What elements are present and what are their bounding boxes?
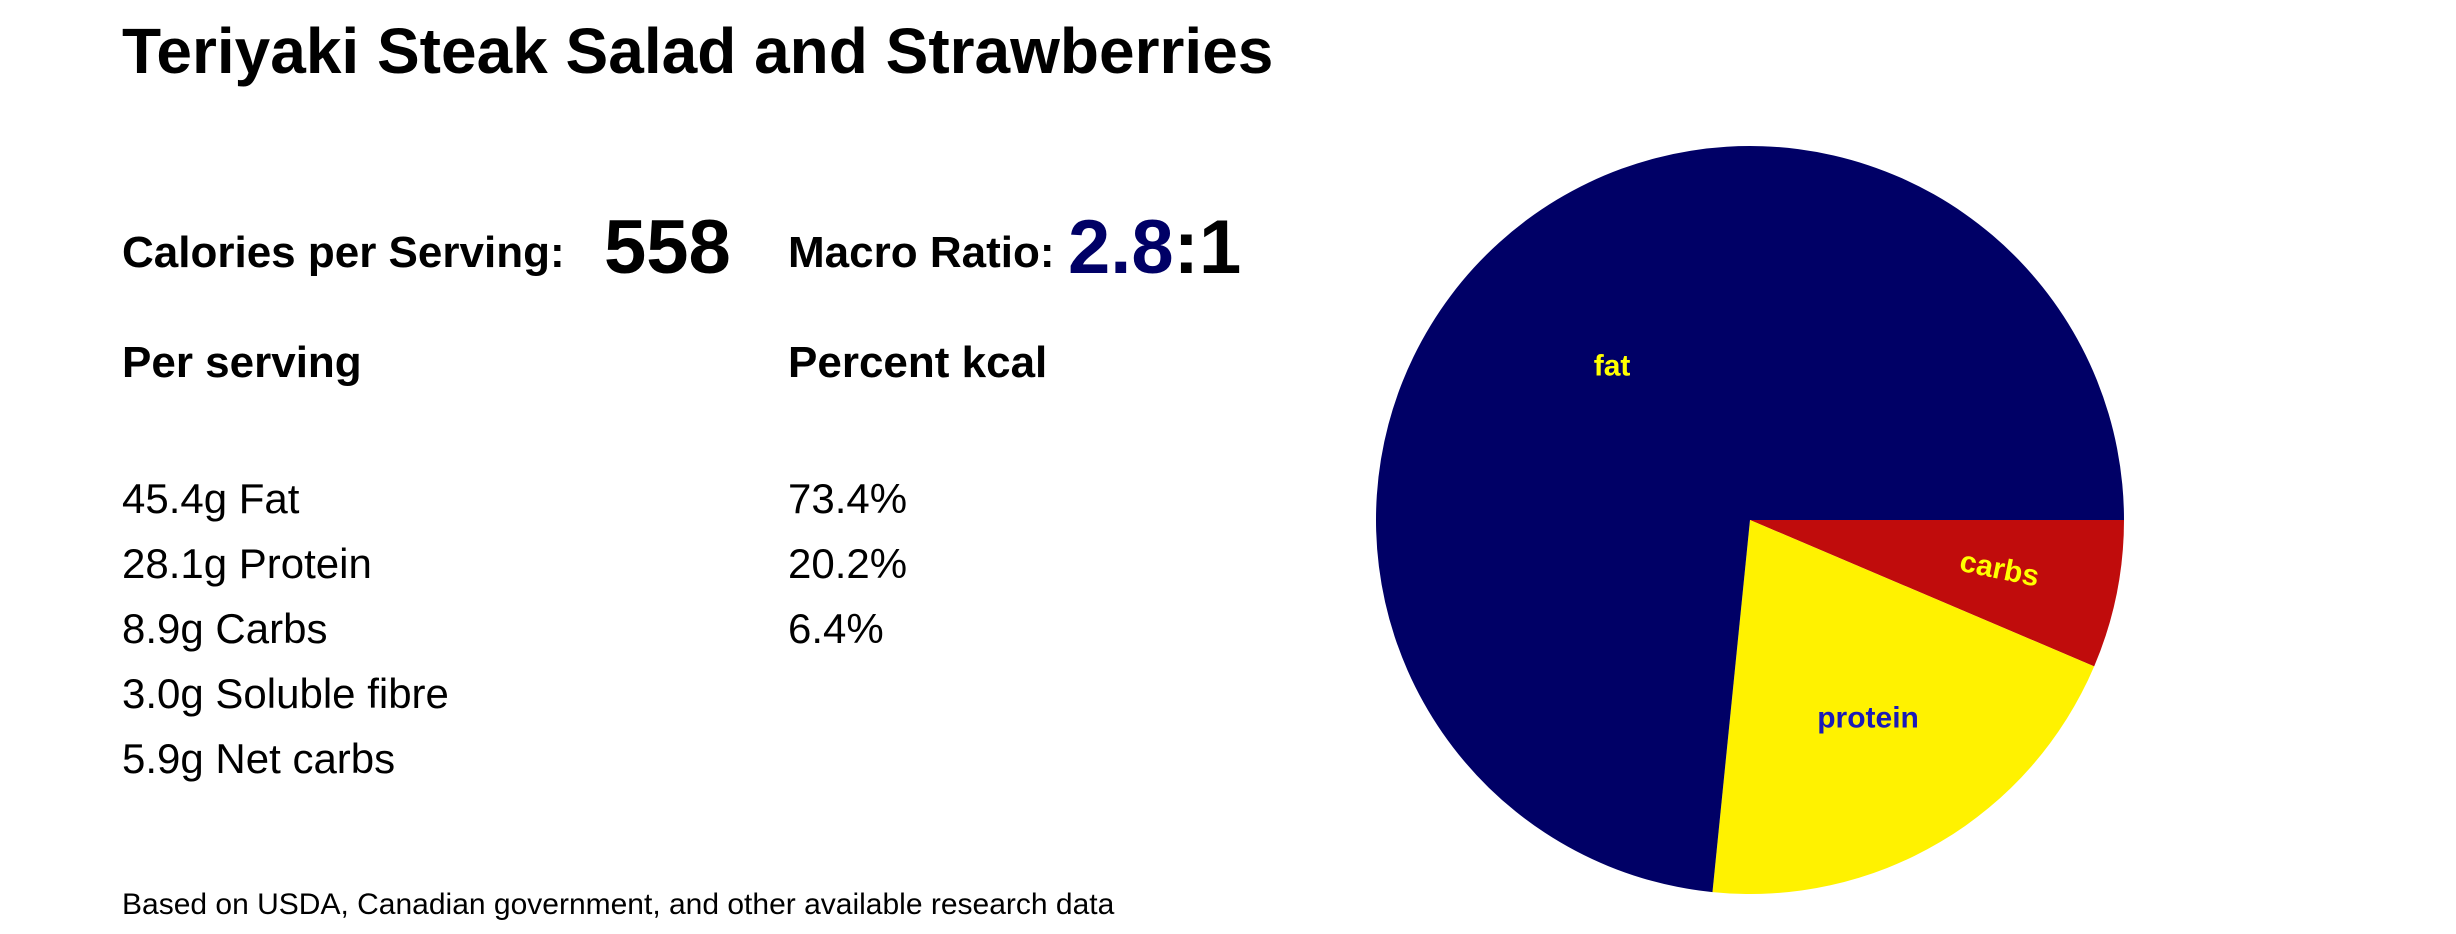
- page-title: Teriyaki Steak Salad and Strawberries: [122, 15, 1274, 87]
- pie-slice-protein: [1712, 520, 2095, 894]
- percent-fat: 73.4%: [788, 475, 908, 522]
- percent-kcal-list: 73.4% 20.2% 6.4%: [788, 466, 907, 661]
- calories-label: Calories per Serving:: [122, 228, 565, 277]
- pie-slice-carbs: [1750, 520, 2124, 667]
- nutrient-net-carbs: 5.9g Net carbs: [122, 735, 396, 782]
- macro-ratio-separator: :1: [1173, 205, 1242, 290]
- pie-label-protein: protein: [1817, 702, 1919, 735]
- per-serving-list: 45.4g Fat 28.1g Protein 8.9g Carbs 3.0g …: [122, 466, 449, 791]
- macro-ratio-label: Macro Ratio:: [788, 228, 1055, 277]
- percent-protein: 20.2%: [788, 540, 908, 587]
- nutrient-soluble-fibre: 3.0g Soluble fibre: [122, 670, 449, 717]
- macro-ratio-number: 2.8: [1068, 205, 1174, 290]
- nutrient-fat: 45.4g Fat: [122, 475, 300, 522]
- source-footnote: Based on USDA, Canadian government, and …: [122, 888, 1115, 921]
- pie-label-fat: fat: [1594, 349, 1631, 382]
- nutrient-carbs: 8.9g Carbs: [122, 605, 328, 652]
- macro-ratio-value: 2.8:1: [1068, 204, 1241, 291]
- calories-value: 558: [604, 205, 731, 290]
- percent-carbs: 6.4%: [788, 605, 884, 652]
- nutrient-protein: 28.1g Protein: [122, 540, 372, 587]
- per-serving-heading: Per serving: [122, 338, 362, 387]
- percent-kcal-heading: Percent kcal: [788, 338, 1048, 387]
- pie-slice-fat: [1376, 146, 2124, 893]
